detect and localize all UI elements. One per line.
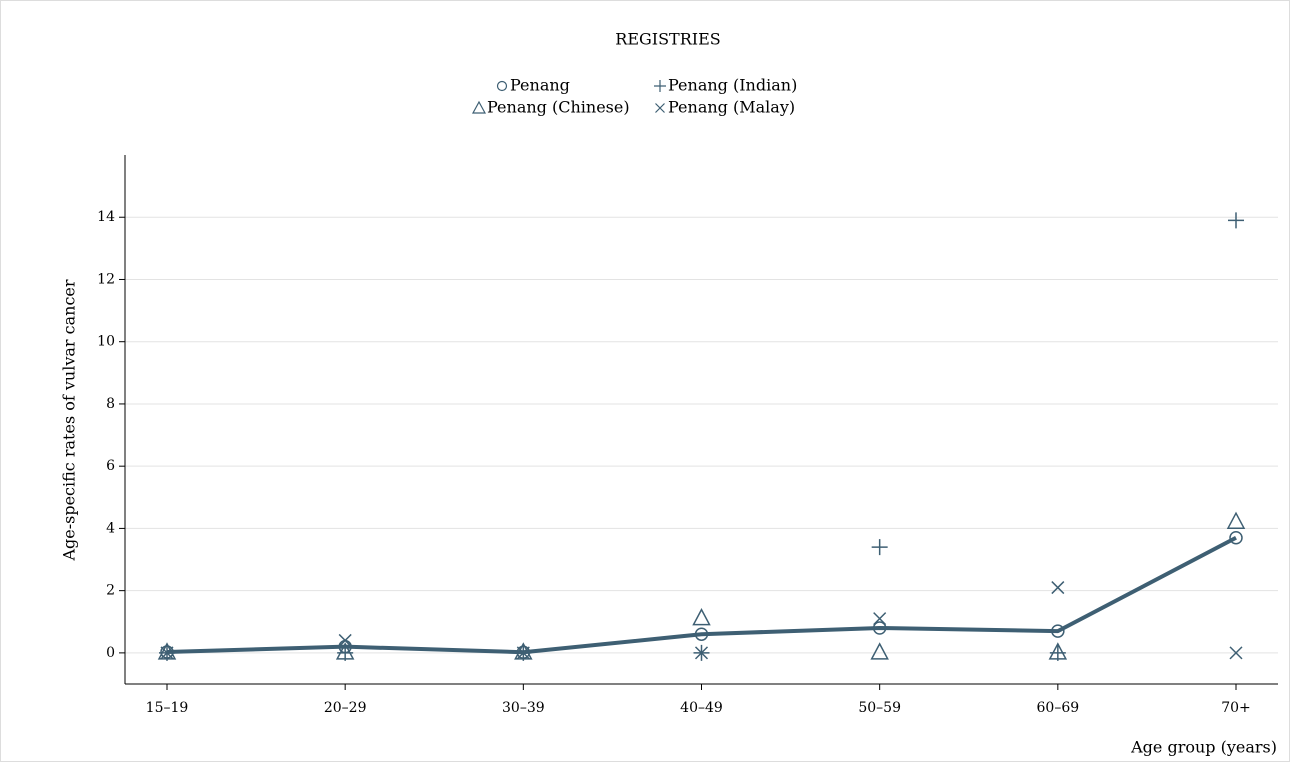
x-tick-label: 50–59 — [858, 700, 901, 716]
y-tick-label: 0 — [106, 645, 115, 661]
point-circle — [1051, 624, 1065, 638]
point-triangle — [692, 608, 711, 626]
legend-label: Penang (Indian) — [668, 76, 797, 95]
legend-marker — [655, 103, 665, 113]
x-tick-label: 15–19 — [146, 700, 189, 716]
legend-marker — [496, 80, 508, 92]
x-tick-label: 60–69 — [1037, 700, 1080, 716]
point-circle — [872, 621, 887, 635]
x-tick-label: 70+ — [1221, 700, 1251, 716]
point-triangle — [1048, 642, 1068, 660]
point-x — [160, 646, 174, 660]
y-tick-label: 4 — [106, 520, 115, 536]
y-tick-label: 6 — [106, 458, 115, 474]
legend-label: Penang — [510, 76, 570, 95]
point-x — [516, 646, 530, 660]
point-x — [1051, 581, 1065, 595]
point-triangle — [335, 642, 355, 660]
x-tick-label: 30–39 — [502, 700, 545, 716]
point-plus — [871, 539, 888, 556]
point-circle — [694, 627, 709, 641]
y-axis-label: Age-specific rates of vulvar cancer — [60, 279, 79, 561]
point-x — [338, 633, 352, 647]
point-plus — [1228, 212, 1244, 229]
y-tick-label: 14 — [97, 209, 115, 225]
y-tick-label: 8 — [106, 396, 115, 412]
y-tick-label: 12 — [97, 271, 115, 287]
y-tick-label: 2 — [106, 583, 115, 599]
x-axis-label: Age group (years) — [1130, 738, 1277, 757]
point-triangle — [514, 642, 533, 660]
x-tick-label: 20–29 — [324, 700, 367, 716]
legend-label: Penang (Chinese) — [487, 98, 630, 117]
point-x — [694, 646, 709, 660]
point-triangle — [870, 642, 889, 660]
y-tick-label: 10 — [97, 334, 115, 350]
legend-label: Penang (Malay) — [668, 98, 795, 117]
point-circle — [1229, 530, 1243, 545]
legend-marker — [471, 100, 487, 114]
legend-marker — [654, 80, 666, 92]
x-tick-label: 40–49 — [680, 700, 723, 716]
point-triangle — [157, 642, 177, 660]
point-triangle — [1226, 511, 1246, 529]
point-x — [1229, 646, 1243, 660]
point-x — [873, 612, 887, 626]
legend-title: REGISTRIES — [615, 30, 720, 49]
